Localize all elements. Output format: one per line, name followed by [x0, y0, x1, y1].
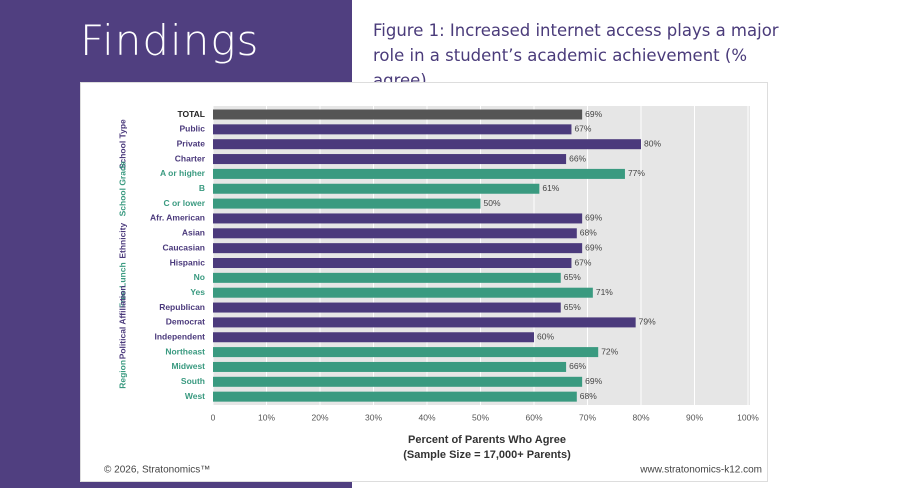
value-label: 68%: [580, 228, 597, 238]
bar: [213, 154, 567, 165]
category-label: C or lower: [163, 198, 205, 208]
x-tick-label: 10%: [258, 412, 275, 422]
group-label: Political Affiliation: [117, 285, 127, 359]
bar: [213, 317, 636, 328]
x-tick-label: 80%: [632, 412, 649, 422]
bar: [213, 391, 577, 402]
category-label: Midwest: [171, 361, 205, 371]
x-tick-label: 50%: [472, 412, 489, 422]
value-label: 69%: [585, 376, 602, 386]
group-label: Free Lunch: [117, 262, 127, 308]
category-label: Independent: [154, 332, 205, 342]
value-label: 69%: [585, 109, 602, 119]
bar: [213, 332, 534, 343]
value-label: 67%: [574, 257, 591, 267]
bar: [213, 361, 567, 372]
bar: [213, 198, 481, 209]
category-label: Afr. American: [150, 213, 205, 223]
value-label: 71%: [596, 287, 613, 297]
category-label: A or higher: [160, 168, 206, 178]
bar: [213, 228, 577, 239]
group-label: Region: [117, 360, 127, 389]
category-label: Charter: [175, 153, 206, 163]
category-label: B: [199, 183, 205, 193]
category-label: Democrat: [166, 317, 205, 327]
x-tick-label: 20%: [311, 412, 328, 422]
category-label: West: [185, 391, 205, 401]
value-label: 69%: [585, 242, 602, 252]
category-label: No: [194, 272, 205, 282]
value-label: 66%: [569, 153, 586, 163]
group-label: School Type: [117, 119, 127, 169]
bar: [213, 139, 641, 150]
page-title: Findings: [80, 16, 260, 65]
value-label: 66%: [569, 361, 586, 371]
plot-area: [213, 106, 750, 405]
value-label: 50%: [484, 198, 501, 208]
category-label: Private: [177, 138, 206, 148]
category-label: Yes: [190, 287, 205, 297]
bar: [213, 243, 583, 254]
group-label: Ethnicity: [117, 223, 127, 259]
category-label: Public: [179, 124, 205, 134]
x-tick-label: 70%: [579, 412, 596, 422]
value-label: 61%: [542, 183, 559, 193]
footer-left: © 2026, Stratonomics™: [104, 465, 210, 476]
category-label: Caucasian: [162, 242, 205, 252]
bar: [213, 213, 583, 224]
category-label: Republican: [159, 302, 205, 312]
group-label: School Grade: [117, 161, 127, 217]
figure-title: Figure 1: Increased internet access play…: [373, 21, 779, 90]
value-label: 60%: [537, 332, 554, 342]
value-label: 68%: [580, 391, 597, 401]
bar: [213, 109, 583, 120]
bar: [213, 168, 625, 179]
bar: [213, 287, 593, 298]
bar: [213, 376, 583, 387]
bar: [213, 302, 561, 313]
bar: [213, 258, 572, 268]
value-label: 67%: [574, 124, 591, 134]
footer-right: www.stratonomics-k12.com: [639, 465, 762, 476]
category-label: Hispanic: [170, 257, 206, 267]
value-label: 79%: [639, 317, 656, 327]
bar: [213, 124, 572, 135]
value-label: 72%: [601, 346, 618, 356]
bar: [213, 272, 561, 283]
x-axis-subtitle: (Sample Size = 17,000+ Parents): [403, 449, 571, 461]
value-label: 65%: [564, 272, 581, 282]
x-tick-label: 30%: [365, 412, 382, 422]
category-label: Asian: [182, 228, 205, 238]
value-label: 69%: [585, 213, 602, 223]
x-axis-title: Percent of Parents Who Agree: [408, 434, 566, 446]
bar: [213, 183, 540, 194]
x-tick-label: 40%: [418, 412, 435, 422]
x-tick-label: 90%: [686, 412, 703, 422]
value-label: 80%: [644, 138, 661, 148]
value-label: 77%: [628, 168, 645, 178]
x-tick-label: 100%: [737, 412, 759, 422]
x-tick-label: 0: [211, 412, 216, 422]
bar: [213, 347, 599, 358]
category-label: Northeast: [165, 346, 205, 356]
category-label: South: [181, 376, 205, 386]
x-tick-label: 60%: [525, 412, 542, 422]
value-label: 65%: [564, 302, 581, 312]
category-label: TOTAL: [177, 109, 205, 119]
